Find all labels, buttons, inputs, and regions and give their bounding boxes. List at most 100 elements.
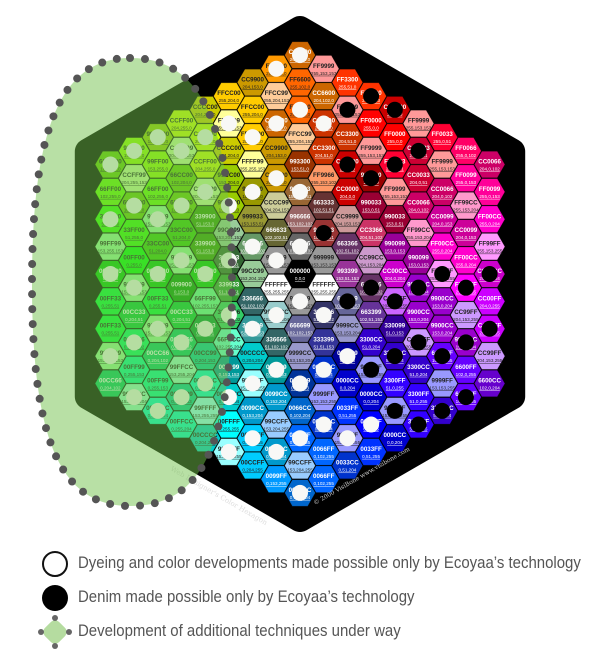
color-hex-code: CC99FF <box>454 309 478 316</box>
black-dot-marker <box>457 279 474 296</box>
color-swatch <box>213 82 245 110</box>
color-hex-code: FF00CC <box>454 254 478 261</box>
color-swatch <box>236 96 269 124</box>
color-swatch <box>284 123 316 151</box>
color-rgb-value: 255,255,255 <box>311 290 337 295</box>
color-hex-code: FF99CC <box>407 227 431 234</box>
color-swatch <box>450 137 482 165</box>
color-swatch <box>331 178 364 206</box>
color-swatch <box>308 164 340 192</box>
color-hex-code: 0066FF <box>313 446 335 453</box>
color-swatch <box>308 55 340 83</box>
color-rgb-value: 102,0,255 <box>456 372 477 377</box>
color-rgb-value: 153,204,255 <box>287 468 313 473</box>
color-swatch <box>379 178 411 206</box>
color-swatch <box>379 233 411 261</box>
color-swatch <box>450 219 482 247</box>
color-hex-code: FF6600 <box>289 76 311 83</box>
color-hex-code: FF9999 <box>360 145 382 152</box>
black-dot-marker <box>410 279 427 296</box>
color-hex-code: 00FFFF <box>218 419 240 426</box>
color-swatch <box>402 219 435 247</box>
color-hex-code: CC0066 <box>431 186 454 193</box>
white-dot-marker <box>292 375 308 392</box>
color-hex-code: FFFFFF <box>265 282 288 289</box>
color-swatch <box>426 315 458 343</box>
color-hex-code: CC9999 <box>336 213 359 220</box>
color-rgb-value: 0,204,204 <box>242 358 263 363</box>
color-hex-code: 336666 <box>266 336 287 343</box>
white-dot-marker <box>268 307 285 324</box>
black-dot-marker <box>481 266 498 282</box>
color-hex-code: 0099FF <box>266 473 288 480</box>
color-swatch <box>402 301 435 329</box>
color-rgb-value: 255,153,153 <box>311 71 337 76</box>
color-rgb-value: 153,153,204 <box>335 331 361 336</box>
color-hex-code: FFFFFF <box>312 282 335 289</box>
color-rgb-value: 255,204,0 <box>242 112 263 117</box>
color-swatch <box>260 410 292 439</box>
white-dot-marker <box>292 293 308 310</box>
black-dot-marker <box>410 334 427 351</box>
color-rgb-value: 204,204,153 <box>264 208 290 213</box>
black-dot-marker <box>457 334 474 351</box>
white-dot-marker <box>244 183 261 200</box>
color-swatch <box>308 438 340 466</box>
color-hex-code: 663333 <box>313 200 334 207</box>
color-rgb-value: 0,0,204 <box>340 385 356 390</box>
color-rgb-value: 153,0,153 <box>408 262 429 267</box>
color-swatch <box>284 260 316 288</box>
color-rgb-value: 102,102,153 <box>287 331 313 336</box>
color-hex-code: FF0099 <box>455 172 477 179</box>
color-hex-code: FFFF99 <box>242 159 265 166</box>
color-rgb-value: 51,0,153 <box>386 331 404 336</box>
color-swatch <box>402 356 435 384</box>
color-rgb-value: 0,153,255 <box>266 481 287 486</box>
white-dot-marker <box>292 183 308 200</box>
color-rgb-value: 0,102,204 <box>290 413 311 418</box>
color-swatch <box>426 233 458 261</box>
color-hex-code: 9999CC <box>336 323 359 330</box>
color-rgb-value: 255,0,0 <box>387 139 403 144</box>
color-rgb-value: 204,204,0 <box>219 153 240 158</box>
color-swatch <box>426 369 458 398</box>
color-swatch <box>236 342 269 370</box>
color-rgb-value: 0,0,204 <box>363 399 379 404</box>
color-hex-code: 99CCFF <box>265 419 289 426</box>
color-rgb-value: 0,153,204 <box>242 413 263 418</box>
color-swatch <box>260 137 292 165</box>
color-hex-code: 0099CC <box>265 391 288 398</box>
color-rgb-value: 0,51,255 <box>362 454 380 459</box>
color-rgb-value: 204,0,204 <box>385 276 406 281</box>
color-rgb-value: 255,51,0 <box>338 84 356 89</box>
color-swatch <box>284 151 316 179</box>
color-rgb-value: 204,0,255 <box>479 303 500 308</box>
color-rgb-value: 153,0,204 <box>408 317 429 322</box>
color-hex-code: CC9900 <box>265 145 288 152</box>
color-hex-code: 993399 <box>337 268 358 275</box>
color-rgb-value: 204,153,255 <box>477 358 503 363</box>
color-rgb-value: 204,0,51 <box>410 180 428 185</box>
color-swatch <box>308 465 340 493</box>
color-hex-code: 0033FF <box>360 446 382 453</box>
color-rgb-value: 255,102,0 <box>290 84 311 89</box>
color-swatch <box>236 397 269 425</box>
color-hex-code: 3300FF <box>384 377 406 384</box>
color-hex-code: FF9999 <box>313 63 335 70</box>
white-dot-marker <box>292 101 308 118</box>
black-dot-marker <box>386 101 403 118</box>
color-rgb-value: 204,0,102 <box>408 208 429 213</box>
color-rgb-value: 255,153,153 <box>358 153 384 158</box>
color-rgb-value: 0,153,153 <box>219 372 240 377</box>
color-swatch <box>308 192 340 220</box>
